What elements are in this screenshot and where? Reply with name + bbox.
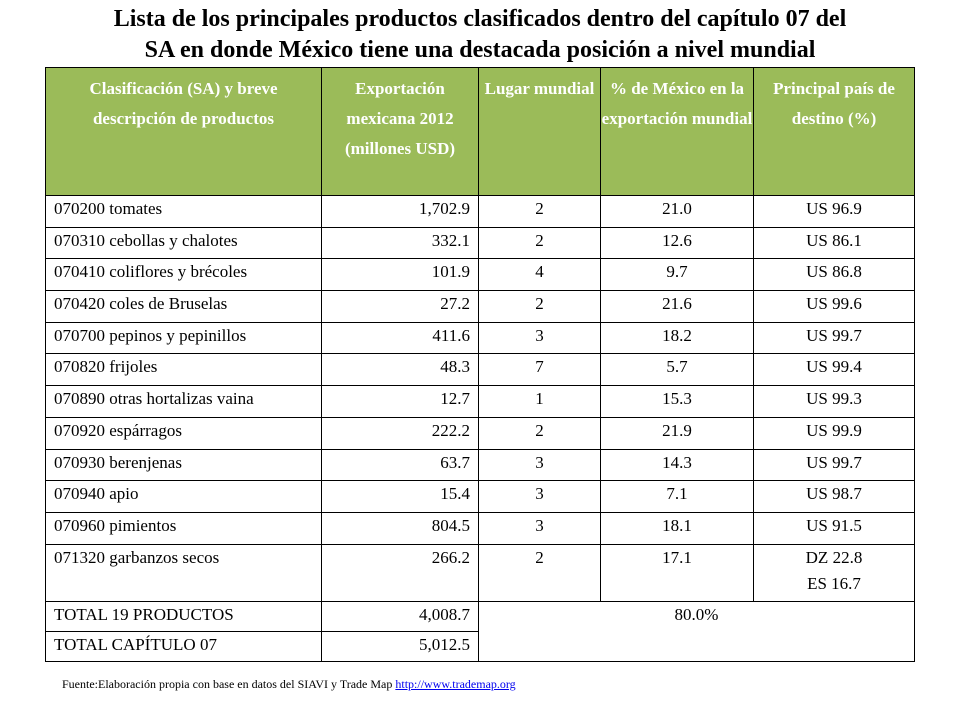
table-row: 070820 frijoles 48.3 7 5.7 US 99.4 (45, 353, 915, 387)
world-rank: 2 (478, 195, 601, 228)
total-chapter-label: TOTAL CAPÍTULO 07 (45, 630, 322, 663)
title-line-2: SA en donde México tiene una destacada p… (144, 37, 816, 63)
source-note: Fuente:Elaboración propia con base en da… (62, 677, 516, 692)
world-rank: 2 (478, 543, 601, 602)
total-chapter-value: 5,012.5 (321, 630, 479, 663)
world-rank: 3 (478, 480, 601, 513)
table-row: 070960 pimientos 804.5 3 18.1 US 91.5 (45, 511, 915, 545)
export-value: 804.5 (321, 511, 479, 545)
export-value: 27.2 (321, 290, 479, 323)
world-share: 21.6 (600, 290, 754, 323)
world-rank: 2 (478, 416, 601, 450)
product-description: 070960 pimientos (45, 511, 322, 545)
export-value: 266.2 (321, 543, 479, 602)
world-share: 7.1 (600, 480, 754, 513)
product-description: 071320 garbanzos secos (45, 543, 322, 602)
export-value: 1,702.9 (321, 195, 479, 228)
main-destination: US 99.9 (753, 416, 915, 450)
product-description: 070410 coliflores y brécoles (45, 258, 322, 292)
export-value: 12.7 (321, 385, 479, 418)
source-link[interactable]: http://www.trademap.org (395, 677, 516, 691)
product-description: 070920 espárragos (45, 416, 322, 450)
main-destination: US 99.7 (753, 321, 915, 355)
product-description: 070940 apio (45, 480, 322, 513)
table-row: 070310 cebollas y chalotes 332.1 2 12.6 US 8… (45, 226, 915, 260)
destination-secondary: ES 16.7 (807, 573, 861, 593)
main-destination: US 99.4 (753, 353, 915, 387)
header-share: % de México en la exportación mundial (600, 67, 754, 196)
product-description: 070420 coles de Bruselas (45, 290, 322, 323)
export-value: 411.6 (321, 321, 479, 355)
export-value: 48.3 (321, 353, 479, 387)
main-destination: US 86.8 (753, 258, 915, 292)
table-row: 070420 coles de Bruselas 27.2 2 21.6 US 99.6 (45, 290, 915, 323)
main-destination: DZ 22.8 ES 16.7 (753, 543, 915, 602)
world-share: 14.3 (600, 448, 754, 482)
world-share: 21.0 (600, 195, 754, 228)
product-description: 070200 tomates (45, 195, 322, 228)
export-value: 222.2 (321, 416, 479, 450)
world-rank: 1 (478, 385, 601, 418)
world-share: 18.1 (600, 511, 754, 545)
header-export: Exportación mexicana 2012 (millones USD) (321, 67, 479, 196)
total-products-row: TOTAL 19 PRODUCTOS 4,008.7 80.0% (45, 600, 915, 663)
products-table: Clasificación (SA) y breve descripción d… (45, 67, 915, 663)
main-destination: US 86.1 (753, 226, 915, 260)
table-row: 070930 berenjenas 63.7 3 14.3 US 99.7 (45, 448, 915, 482)
total-share: 80.0% (478, 600, 915, 663)
table-row: 071320 garbanzos secos 266.2 2 17.1 DZ 22.8 E… (45, 543, 915, 602)
world-rank: 4 (478, 258, 601, 292)
export-value: 101.9 (321, 258, 479, 292)
main-destination: US 99.7 (753, 448, 915, 482)
world-share: 18.2 (600, 321, 754, 355)
export-value: 15.4 (321, 480, 479, 513)
export-value: 63.7 (321, 448, 479, 482)
main-destination: US 96.9 (753, 195, 915, 228)
total-products-value: 4,008.7 (321, 600, 479, 632)
world-rank: 7 (478, 353, 601, 387)
product-description: 070930 berenjenas (45, 448, 322, 482)
main-destination: US 99.3 (753, 385, 915, 418)
table-row: 070410 coliflores y brécoles 101.9 4 9.7 US … (45, 258, 915, 292)
world-rank: 3 (478, 321, 601, 355)
world-share: 9.7 (600, 258, 754, 292)
header-destination: Principal país de destino (%) (753, 67, 915, 196)
world-rank: 2 (478, 226, 601, 260)
table-row: 070890 otras hortalizas vaina 12.7 1 15.3 US… (45, 385, 915, 418)
source-text: Fuente:Elaboración propia con base en da… (62, 677, 396, 691)
table-row: 070200 tomates 1,702.9 2 21.0 US 96.9 (45, 195, 915, 228)
world-rank: 3 (478, 448, 601, 482)
product-description: 070890 otras hortalizas vaina (45, 385, 322, 418)
product-description: 070820 frijoles (45, 353, 322, 387)
table-row: 070700 pepinos y pepinillos 411.6 3 18.2 US … (45, 321, 915, 355)
header-classification: Clasificación (SA) y breve descripción d… (45, 67, 322, 196)
world-share: 17.1 (600, 543, 754, 602)
total-products-label: TOTAL 19 PRODUCTOS (45, 600, 322, 632)
world-rank: 2 (478, 290, 601, 323)
world-rank: 3 (478, 511, 601, 545)
table-row: 070940 apio 15.4 3 7.1 US 98.7 (45, 480, 915, 513)
page-title: Lista de los principales productos clasi… (0, 4, 960, 66)
main-destination: US 91.5 (753, 511, 915, 545)
header-rank: Lugar mundial (478, 67, 601, 196)
title-line-1: Lista de los principales productos clasi… (113, 6, 847, 32)
world-share: 5.7 (600, 353, 754, 387)
table-header-row: Clasificación (SA) y breve descripción d… (45, 67, 915, 196)
table-row: 070920 espárragos 222.2 2 21.9 US 99.9 (45, 416, 915, 450)
main-destination: US 99.6 (753, 290, 915, 323)
product-description: 070700 pepinos y pepinillos (45, 321, 322, 355)
world-share: 21.9 (600, 416, 754, 450)
world-share: 15.3 (600, 385, 754, 418)
product-description: 070310 cebollas y chalotes (45, 226, 322, 260)
main-destination: US 98.7 (753, 480, 915, 513)
total-chapter-row: TOTAL CAPÍTULO 07 5,012.5 (45, 630, 915, 663)
export-value: 332.1 (321, 226, 479, 260)
destination-primary: DZ 22.8 (805, 547, 863, 567)
world-share: 12.6 (600, 226, 754, 260)
